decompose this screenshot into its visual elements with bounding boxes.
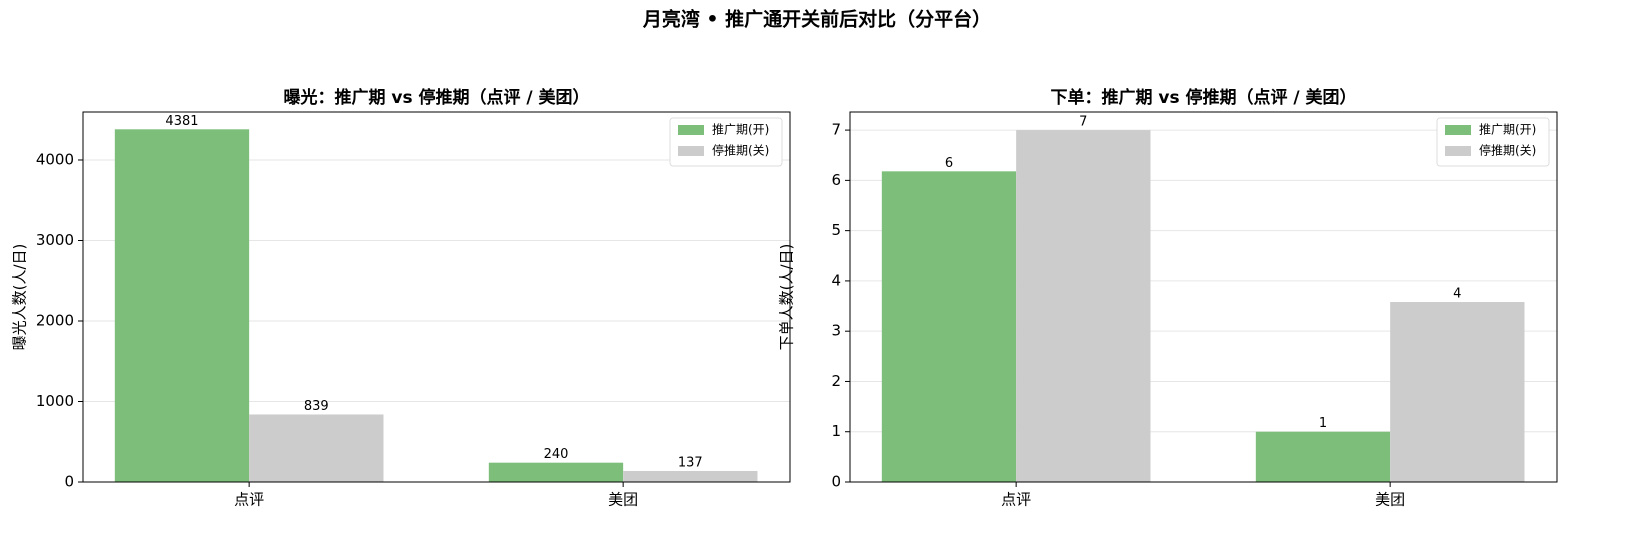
y-tick-label: 1000 (36, 392, 74, 410)
value-label: 4 (1453, 287, 1461, 302)
legend-label: 停推期(关) (712, 143, 769, 158)
x-tick-label: 点评 (234, 491, 264, 509)
y-axis-label: 下单人数(人/日) (778, 244, 796, 351)
bar (488, 462, 624, 482)
value-label: 839 (304, 399, 329, 414)
value-label: 6 (945, 156, 953, 171)
figure-title: 月亮湾 • 推广通开关前后对比（分平台） (642, 8, 991, 31)
value-label: 1 (1319, 416, 1327, 431)
y-tick-label: 0 (831, 473, 841, 491)
legend-swatch (1445, 146, 1471, 156)
legend-label: 推广期(开) (712, 123, 769, 137)
legend-swatch (678, 125, 704, 135)
value-label: 240 (544, 447, 569, 462)
chart-title: 下单：推广期 vs 停推期（点评 / 美团） (1050, 87, 1356, 108)
bar (1390, 302, 1525, 482)
y-tick-label: 2 (831, 372, 841, 390)
chart-title: 曝光：推广期 vs 停推期（点评 / 美团） (283, 87, 589, 108)
value-label: 7 (1079, 115, 1087, 130)
bar (1255, 431, 1391, 482)
bar (623, 470, 758, 482)
bar (249, 414, 384, 482)
plot-frame (82, 111, 791, 483)
legend-swatch (678, 146, 704, 156)
y-tick-label: 2000 (36, 311, 74, 329)
value-label: 4381 (165, 114, 198, 129)
legend-swatch (1445, 125, 1471, 135)
y-tick-label: 7 (831, 121, 841, 139)
x-tick-label: 美团 (608, 491, 638, 509)
y-tick-label: 3000 (36, 231, 74, 249)
y-tick-label: 1 (831, 422, 841, 440)
bar (881, 171, 1017, 482)
plot-frame (849, 111, 1558, 483)
y-tick-label: 4 (831, 271, 841, 289)
bar (1016, 130, 1151, 482)
y-axis-label: 曝光人数(人/日) (11, 244, 29, 351)
y-tick-label: 6 (831, 171, 841, 189)
legend-label: 停推期(关) (1479, 143, 1536, 158)
y-tick-label: 5 (831, 221, 841, 239)
x-tick-label: 美团 (1375, 491, 1405, 509)
y-tick-label: 0 (64, 473, 74, 491)
y-tick-label: 3 (831, 322, 841, 340)
legend-label: 推广期(开) (1479, 123, 1536, 137)
y-tick-label: 4000 (36, 150, 74, 168)
bar (114, 129, 250, 482)
value-label: 137 (678, 455, 703, 470)
x-tick-label: 点评 (1001, 491, 1031, 509)
